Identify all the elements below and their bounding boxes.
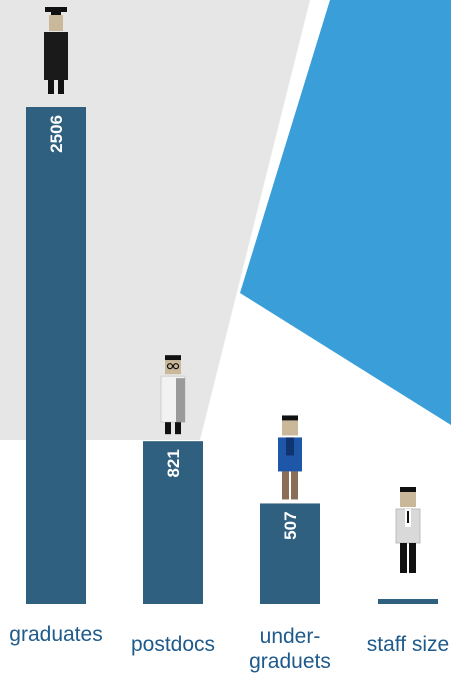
bars-group: 2506 821 507 13 xyxy=(26,107,438,604)
bar-value-label: 507 xyxy=(281,511,300,539)
bar xyxy=(26,107,86,604)
scientist-figure xyxy=(160,355,186,435)
student-figure xyxy=(278,415,302,500)
background-blue-shape xyxy=(240,0,451,425)
graduate-figure xyxy=(44,7,68,94)
category-label: graduates xyxy=(9,623,103,646)
bar xyxy=(378,599,438,604)
category-label: staff size xyxy=(366,633,450,656)
category-label: postdocs xyxy=(130,633,216,656)
figures-group xyxy=(44,7,421,573)
category-label: under- graduets xyxy=(249,625,331,673)
staff-figure xyxy=(395,487,421,573)
bar xyxy=(143,441,203,604)
bar-value-label: 821 xyxy=(164,449,183,477)
bar-value-label: 2506 xyxy=(47,115,66,153)
bar-value-label: 13 xyxy=(399,575,418,594)
bar xyxy=(260,503,320,604)
